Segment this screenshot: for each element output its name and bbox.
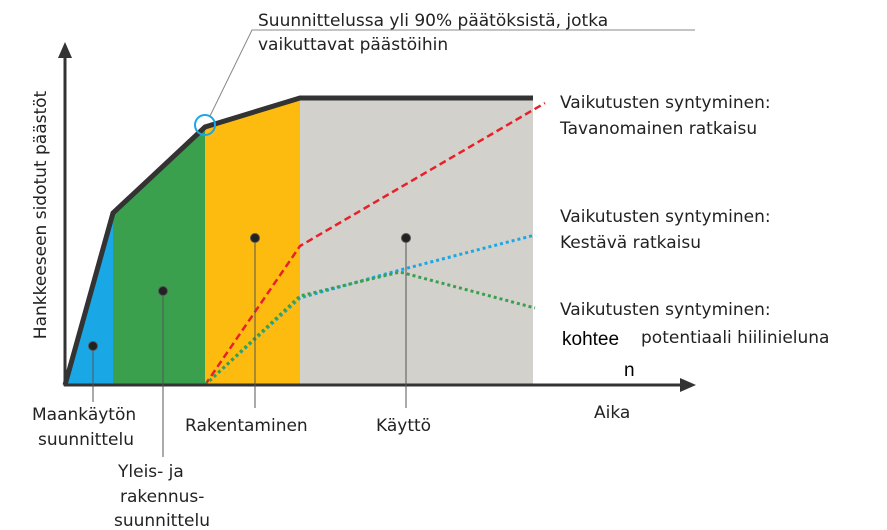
phase-label: suunnittelu — [114, 511, 210, 530]
curve-label: potentiaali hiilinieluna — [641, 328, 829, 348]
arrow — [58, 42, 72, 58]
phase-area — [300, 98, 533, 385]
curve-label: Vaikutusten syntyminen: — [560, 93, 771, 113]
phase-label: Käyttö — [376, 416, 431, 436]
arrow — [680, 378, 696, 392]
callout-text: Suunnittelussa yli 90% päätöksistä, jotk… — [258, 11, 608, 31]
phase-label: Maankäytön — [32, 405, 136, 425]
dot — [250, 233, 260, 243]
curve-label: Vaikutusten syntyminen: — [560, 300, 771, 320]
curve-label: Kestävä ratkaisu — [560, 233, 701, 253]
y-axis-label: Hankkeeseen sidotut päästöt — [31, 90, 51, 339]
highlight-circle — [194, 114, 216, 136]
dot — [88, 341, 98, 351]
dot — [158, 286, 168, 296]
curve-label: Vaikutusten syntyminen: — [560, 207, 771, 227]
phase-label: suunnittelu — [38, 430, 134, 450]
callout-text: vaikuttavat päästöihin — [258, 35, 448, 55]
curve-label: kohtee — [562, 329, 619, 350]
curve-sink — [203, 270, 536, 387]
phase-label: rakennus- — [120, 487, 204, 507]
curve-conventional — [203, 101, 546, 386]
total-line — [62, 95, 533, 386]
curve-label: n — [624, 360, 635, 381]
leaders — [88, 233, 411, 457]
phase-area — [113, 127, 205, 385]
callout-line — [209, 29, 695, 117]
x-axis-label: Aika — [594, 403, 630, 423]
phase-label: Rakentaminen — [185, 416, 308, 436]
curve-label: Tavanomainen ratkaisu — [559, 119, 757, 139]
phase-label: Yleis- ja — [117, 462, 184, 482]
dot — [401, 233, 411, 243]
